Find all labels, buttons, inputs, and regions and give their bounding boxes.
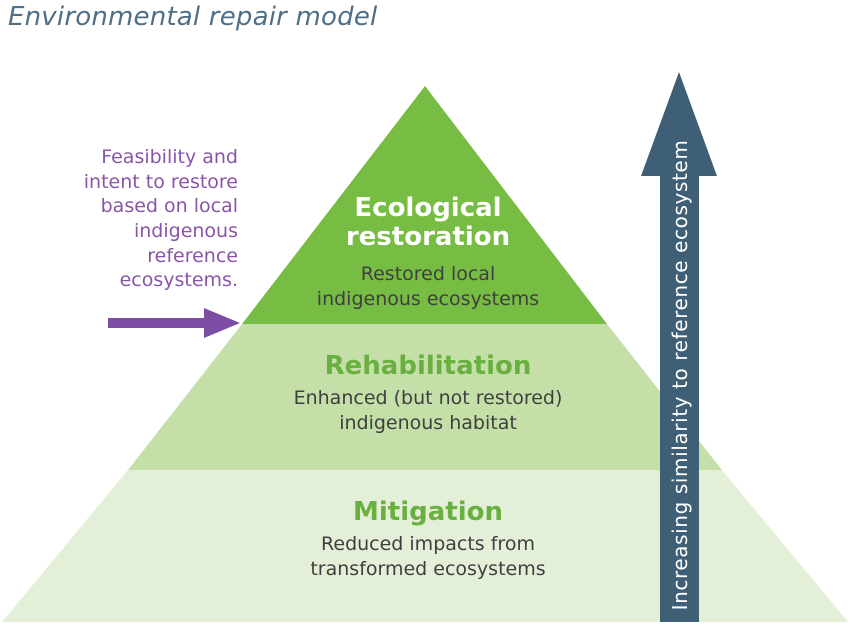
note-line: Feasibility and xyxy=(101,146,238,168)
description-line: indigenous habitat xyxy=(339,412,517,435)
similarity-axis-arrow xyxy=(641,72,717,622)
tier-heading: Ecological restoration xyxy=(278,193,578,253)
description-line: transformed ecosystems xyxy=(310,558,546,581)
tier-heading: Mitigation xyxy=(353,497,503,527)
tier-ecological-restoration: Ecological restoration Restored local in… xyxy=(278,193,578,312)
description-line: Reduced impacts from xyxy=(321,533,535,556)
description-line: Enhanced (but not restored) xyxy=(293,387,563,410)
description-line: indigenous ecosystems xyxy=(316,288,540,311)
note-line: indigenous xyxy=(133,220,238,243)
tier-heading: Rehabilitation xyxy=(324,351,532,381)
note-line: intent to restore xyxy=(83,170,238,193)
note-line: reference xyxy=(147,244,238,267)
note-line: ecosystems. xyxy=(119,269,238,292)
axis-label-text: Increasing similarity to reference ecosy… xyxy=(668,139,692,611)
tier-description: Reduced impacts from transformed ecosyst… xyxy=(258,532,598,582)
description-line: Restored local xyxy=(360,263,496,286)
tier-description: Enhanced (but not restored) indigenous h… xyxy=(258,386,598,436)
pyramid-tier-ecological-restoration xyxy=(242,86,607,324)
pyramid-tier-mitigation xyxy=(2,470,848,622)
heading-line: restoration xyxy=(345,222,511,253)
tier-description: Restored local indigenous ecosystems xyxy=(278,262,578,312)
tier-rehabilitation: Rehabilitation Enhanced (but not restore… xyxy=(258,351,598,436)
tier-mitigation: Mitigation Reduced impacts from transfor… xyxy=(258,497,598,582)
pyramid-tier-rehabilitation xyxy=(128,324,722,470)
intent-arrow xyxy=(108,308,240,338)
note-line: based on local xyxy=(100,195,238,218)
feasibility-note: Feasibility and intent to restore based … xyxy=(18,145,238,293)
heading-line: Ecological xyxy=(354,193,502,223)
diagram-title: Environmental repair model xyxy=(8,2,378,32)
